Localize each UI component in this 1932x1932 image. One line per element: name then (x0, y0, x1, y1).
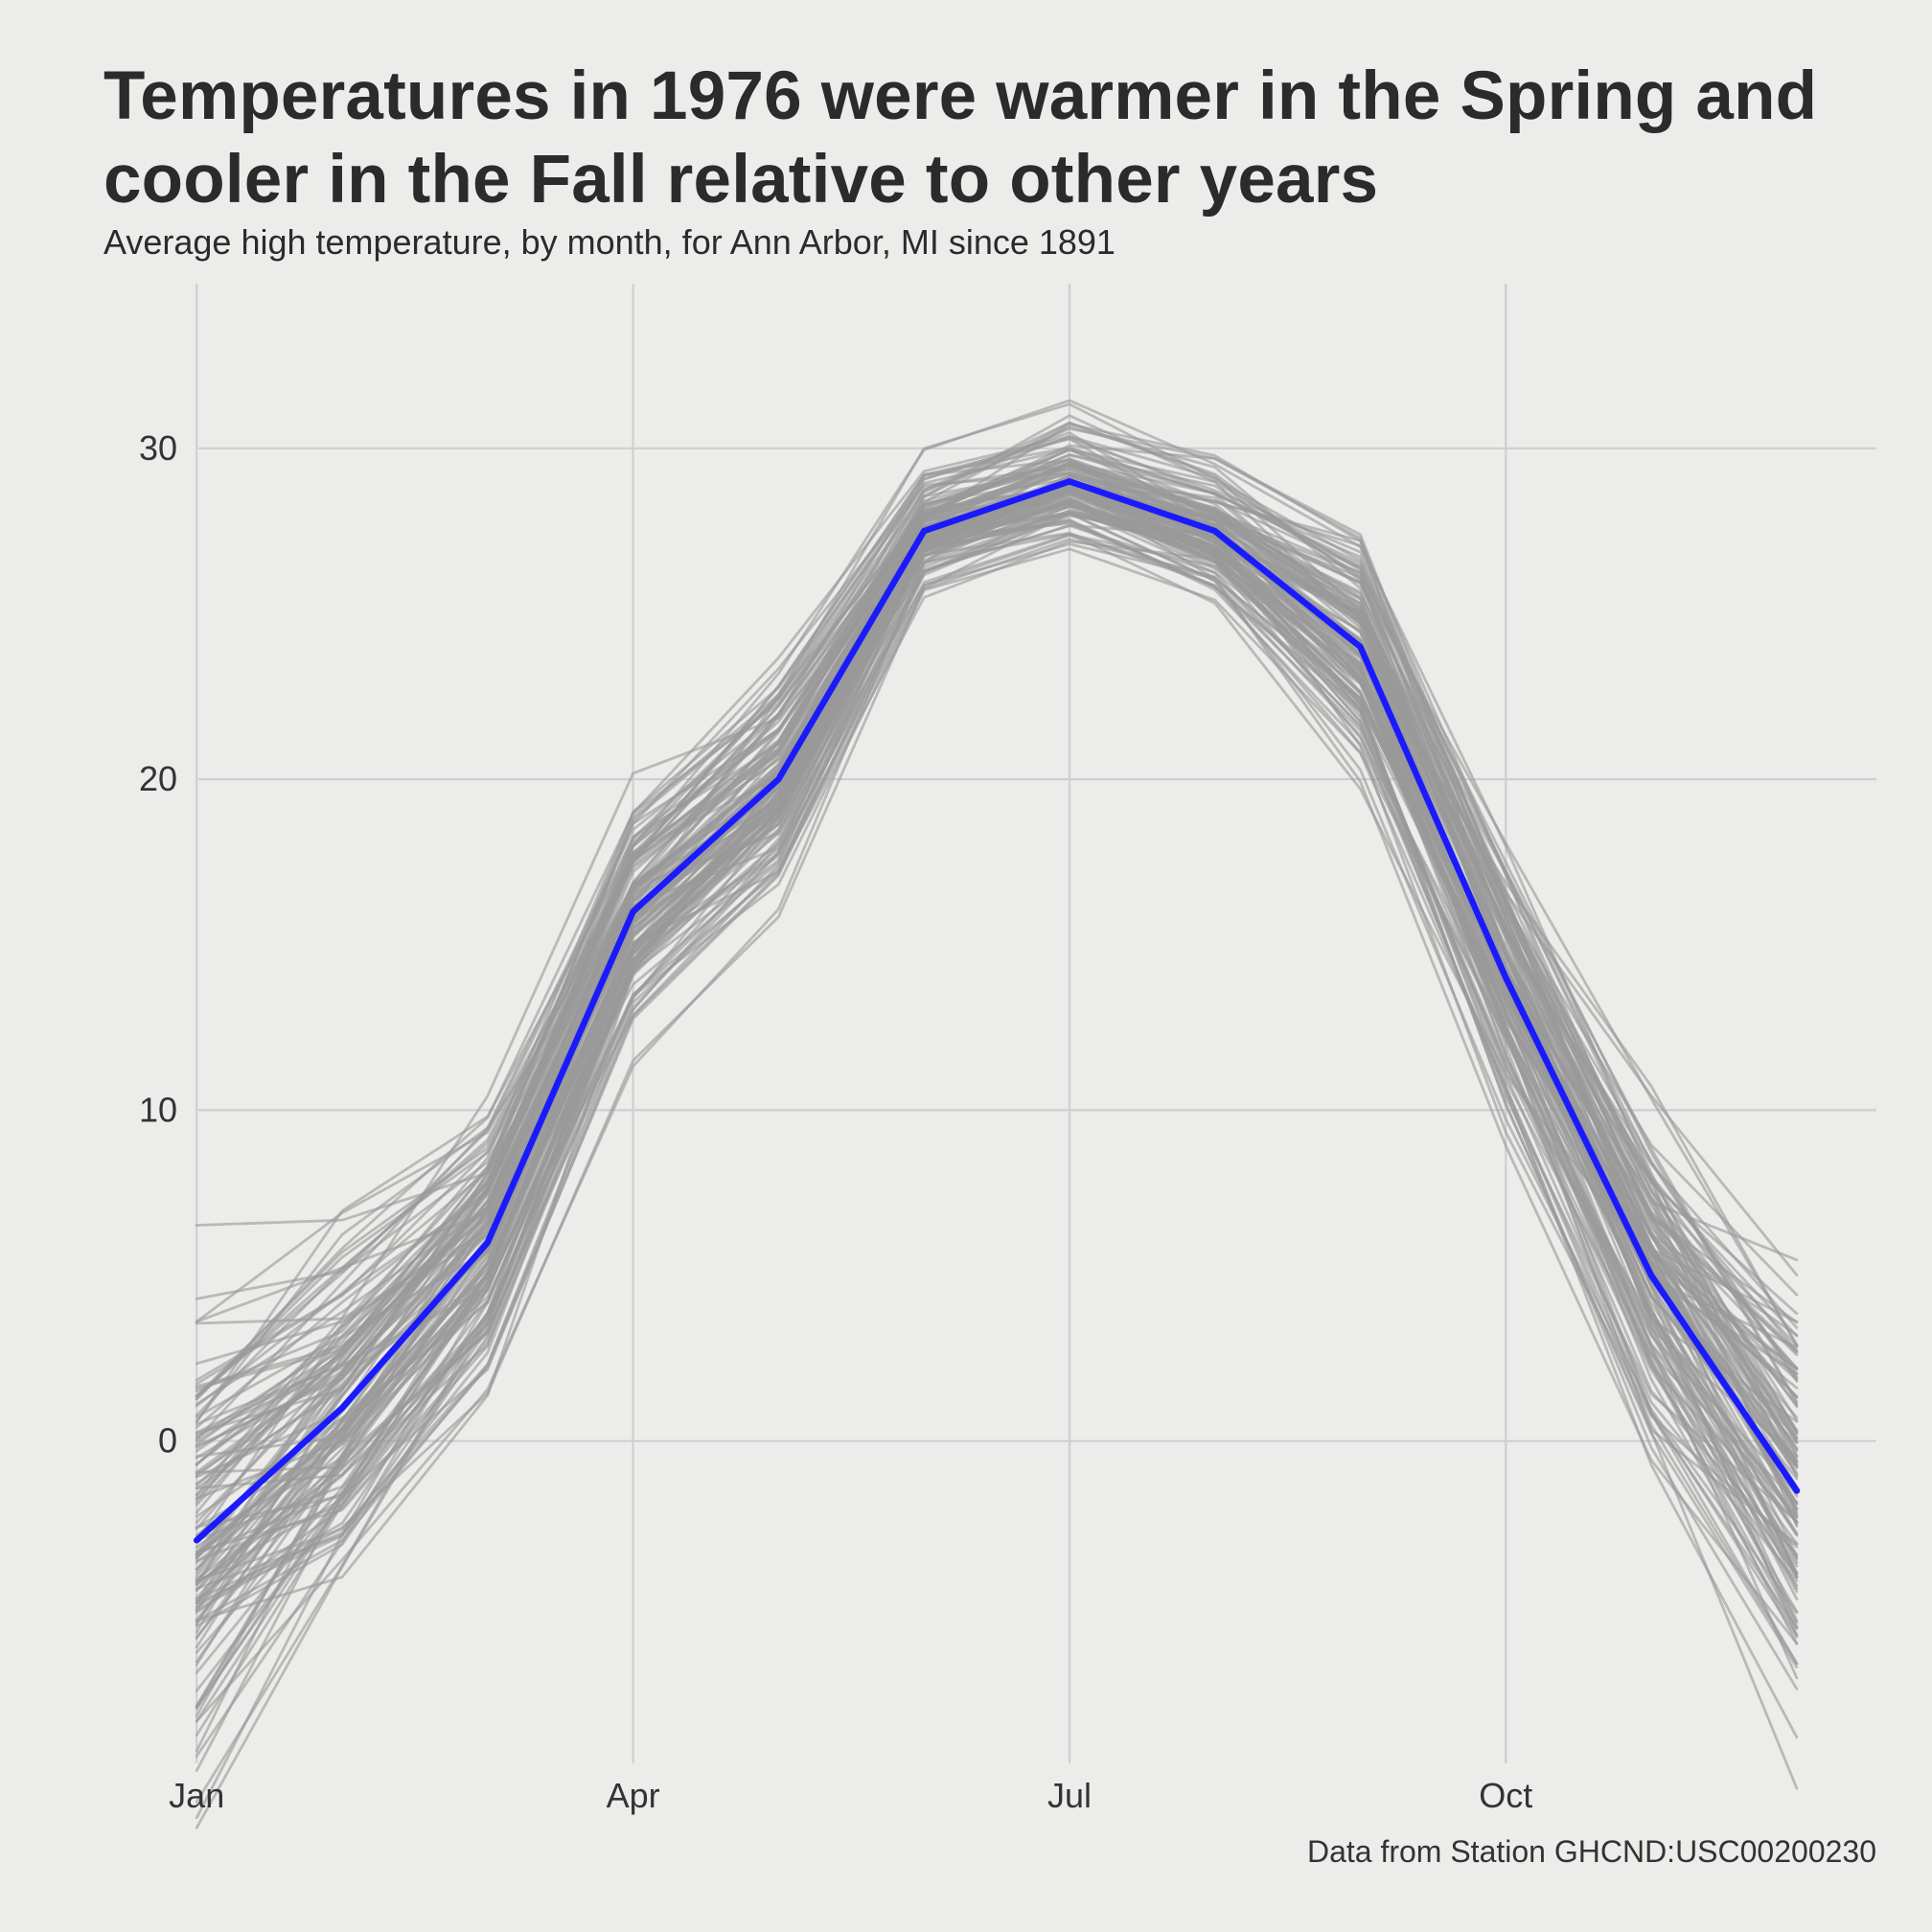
svg-text:Oct: Oct (1479, 1776, 1532, 1815)
svg-text:Jan: Jan (169, 1776, 224, 1815)
svg-text:Apr: Apr (607, 1776, 660, 1815)
svg-text:20: 20 (139, 759, 177, 798)
svg-text:Data from Station GHCND:USC002: Data from Station GHCND:USC00200230 (1307, 1834, 1876, 1869)
svg-text:30: 30 (139, 428, 177, 468)
svg-text:Jul: Jul (1047, 1776, 1092, 1815)
svg-text:0: 0 (158, 1421, 177, 1460)
svg-text:10: 10 (139, 1090, 177, 1129)
